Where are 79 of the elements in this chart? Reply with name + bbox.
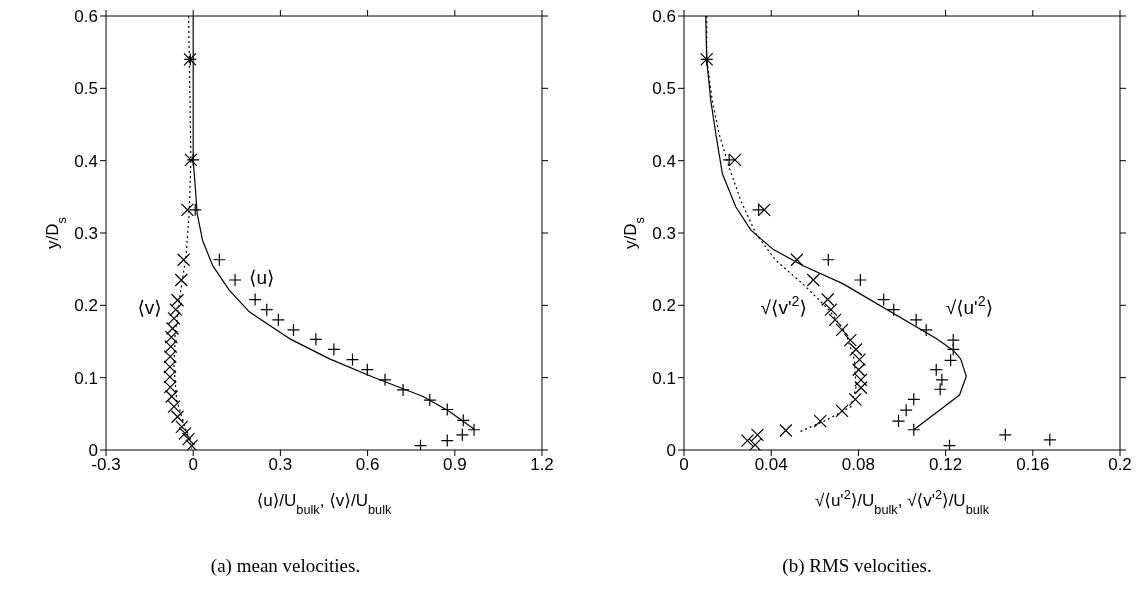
text: (b) RMS velocities. [781, 555, 933, 577]
point [178, 426, 192, 440]
x-tick-label: 0.08 [841, 455, 875, 475]
point [167, 311, 181, 325]
x-tick-label: 0 [679, 455, 689, 475]
point [821, 292, 835, 307]
text: (a) mean velocities. [209, 555, 362, 577]
series-label: ⟨v⟩ [137, 296, 162, 318]
y-tick-label: 0.6 [652, 7, 676, 27]
point [163, 370, 177, 384]
point [848, 392, 862, 406]
point [170, 410, 185, 424]
point [163, 350, 177, 364]
point [751, 203, 766, 217]
point [942, 439, 957, 450]
point [163, 380, 177, 394]
point [169, 303, 183, 317]
x-tick-label: 0.3 [268, 455, 293, 475]
point [175, 420, 189, 434]
point [843, 333, 857, 347]
point [824, 303, 838, 317]
point [854, 373, 868, 387]
point [165, 389, 179, 404]
point [163, 360, 177, 374]
point [185, 439, 199, 450]
y-tick-label: 0.5 [74, 79, 98, 99]
x-tick-label: 0.04 [754, 455, 788, 475]
x-tick-label: 0.2 [1108, 455, 1132, 475]
point [790, 253, 804, 267]
point [181, 432, 196, 446]
point [813, 414, 827, 428]
point [835, 323, 849, 337]
x-tick-label: 0 [188, 455, 198, 475]
point [828, 313, 842, 327]
point [748, 438, 762, 450]
y-tick-label: 0.3 [74, 224, 98, 244]
series-label: √⟨v'$^{2}$⟩ [760, 292, 807, 318]
point [345, 352, 360, 367]
point [164, 339, 178, 354]
y-tick-label: 0.3 [652, 224, 676, 244]
point [835, 404, 849, 418]
x-tick-label: 0.16 [1016, 455, 1050, 475]
point [891, 414, 906, 428]
point [740, 434, 755, 448]
point [852, 352, 867, 367]
point [849, 342, 863, 357]
point [413, 439, 428, 450]
point [852, 363, 866, 377]
point [757, 203, 771, 217]
y-tick-label: 0.6 [74, 7, 98, 27]
x-axis-title: ⟨u⟩/U$_{bulk}$, ⟨v⟩/U$_{bulk}$ [256, 491, 392, 517]
point [728, 153, 742, 167]
point [806, 273, 820, 287]
y-tick-label: 0.4 [74, 151, 98, 171]
point [779, 423, 793, 438]
y-tick-label: 0.2 [652, 296, 676, 316]
point [174, 273, 188, 287]
y-tick-label: 0.5 [652, 79, 676, 99]
x-tick-label: 0.6 [355, 455, 380, 475]
x-tick-label: 0.9 [442, 455, 467, 475]
point [177, 253, 191, 267]
point [180, 203, 194, 217]
y-tick-label: 0.2 [74, 296, 98, 316]
x-axis-title: √⟨u'$^{2}$⟩/U$_{bulk}$, √⟨v'$^{2}$⟩/U$_{bulk}$ [814, 486, 990, 517]
series-label: √⟨u'$^{2}$⟩ [945, 292, 994, 318]
y-tick-label: 0.4 [652, 151, 676, 171]
point [750, 428, 765, 442]
point [164, 330, 178, 344]
point [286, 323, 301, 337]
x-tick-label: 0.12 [929, 455, 963, 475]
y-tick-label: 0.1 [652, 368, 676, 388]
x-tick-label: 1.2 [530, 455, 554, 475]
point [167, 400, 181, 414]
point [170, 293, 185, 307]
point [165, 321, 180, 336]
point [854, 381, 868, 395]
y-tick-label: 0 [666, 441, 676, 461]
series-label: ⟨u⟩ [249, 267, 275, 289]
y-tick-label: 0.1 [74, 368, 98, 388]
